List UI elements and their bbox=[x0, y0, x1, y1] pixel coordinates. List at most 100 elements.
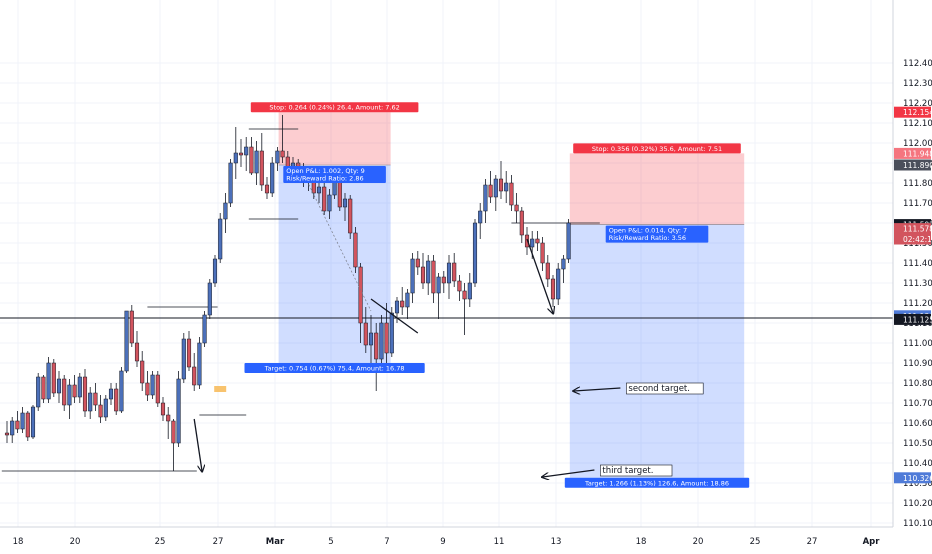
candle-body bbox=[270, 162, 275, 194]
candle-body bbox=[467, 282, 472, 300]
candle-body bbox=[212, 258, 218, 284]
y-tick-label: 110.600 bbox=[903, 419, 932, 429]
candle-body bbox=[415, 258, 420, 268]
price-tag-label: 112.154 bbox=[903, 108, 932, 117]
candle-body bbox=[160, 402, 166, 416]
candle-body bbox=[46, 362, 51, 400]
info-label-rr: Risk/Reward Ratio: 3.56 bbox=[609, 234, 686, 242]
candle-body bbox=[41, 376, 46, 400]
candle-body bbox=[556, 268, 561, 300]
candle-body bbox=[410, 258, 415, 294]
candle-body bbox=[93, 392, 98, 406]
candle-body bbox=[67, 384, 72, 406]
candle-body bbox=[472, 222, 478, 284]
candle-body bbox=[238, 152, 244, 156]
x-tick-label: 18 bbox=[13, 537, 24, 547]
candle-body bbox=[348, 198, 353, 234]
target-label-bg bbox=[564, 477, 750, 488]
horizontal-levels bbox=[0, 128, 893, 472]
x-tick-label: 25 bbox=[155, 537, 166, 547]
candle-body bbox=[436, 276, 441, 294]
text-annotations: second target. third target. bbox=[543, 382, 704, 477]
price-tag-bg bbox=[894, 159, 931, 171]
annotation-text: third target. bbox=[602, 466, 653, 476]
candle-body bbox=[374, 332, 379, 360]
info-label-bg bbox=[605, 225, 709, 243]
candle-body bbox=[478, 210, 483, 224]
candle-body bbox=[389, 312, 394, 354]
annotation-arrow bbox=[543, 469, 595, 477]
stop-zone bbox=[569, 153, 745, 225]
info-label-pnl: Open P&L: 1.002, Qty: 9 bbox=[286, 167, 364, 175]
candle-body bbox=[561, 258, 566, 270]
price-tag-label: 02:42:17 bbox=[903, 235, 932, 244]
y-tick-label: 112.100 bbox=[903, 119, 932, 129]
annotation-box bbox=[626, 382, 704, 395]
candle-body bbox=[176, 378, 181, 444]
candle-body bbox=[327, 194, 332, 212]
trend-drawings bbox=[193, 162, 553, 471]
candle-body bbox=[119, 370, 124, 412]
price-tag-bg bbox=[894, 223, 931, 235]
x-tick-label: 27 bbox=[213, 537, 224, 547]
candle-body bbox=[171, 420, 176, 444]
price-tag-bg bbox=[894, 106, 931, 118]
gridlines bbox=[0, 0, 893, 527]
y-tick-label: 111.700 bbox=[903, 199, 932, 209]
target-zone bbox=[569, 224, 745, 478]
candle-body bbox=[394, 300, 400, 314]
candle-body bbox=[202, 314, 207, 344]
time-axis[interactable]: 18 20 25 27 Mar 5 7 9 11 13 18 20 25 27 Apr bbox=[0, 526, 893, 547]
stop-label-bg bbox=[573, 143, 741, 154]
candle-body bbox=[228, 162, 233, 204]
target-label: Target: 1.266 (1.13%) 126.6, Amount: 18.… bbox=[584, 479, 729, 487]
y-tick-label: 111.200 bbox=[903, 299, 932, 309]
y-tick-label: 112.200 bbox=[903, 99, 932, 109]
annotation-box bbox=[600, 464, 673, 477]
target-label: Target: 0.754 (0.67%) 75.4, Amount: 16.7… bbox=[264, 365, 405, 373]
candle-body bbox=[30, 406, 36, 438]
annotation-arrow bbox=[574, 388, 621, 391]
candle-body bbox=[275, 150, 280, 164]
candlesticks bbox=[4, 115, 571, 471]
candle-body bbox=[20, 412, 25, 430]
x-tick-label: 20 bbox=[70, 537, 81, 547]
candle-body bbox=[155, 374, 160, 404]
candle-body bbox=[218, 218, 223, 260]
candle-body bbox=[56, 378, 62, 394]
candle-body bbox=[280, 150, 285, 158]
candle-body bbox=[514, 204, 519, 212]
y-tick-label: 112.300 bbox=[903, 79, 932, 89]
x-tick-label: 27 bbox=[807, 537, 818, 547]
candle-body bbox=[15, 420, 20, 430]
candle-body bbox=[504, 182, 509, 192]
candle-body bbox=[249, 146, 254, 174]
x-tick-label: Mar bbox=[266, 537, 285, 547]
price-tag-label: 111.578 bbox=[903, 225, 932, 234]
candle-body bbox=[150, 374, 155, 396]
x-tick-label: 7 bbox=[384, 537, 389, 547]
position-labels: Stop: 0.264 (0.24%) 26.4, Amount: 7.62 Ta… bbox=[244, 102, 750, 488]
candle-body bbox=[88, 392, 93, 412]
candle-body bbox=[498, 178, 504, 192]
price-tag-label: 111.125 bbox=[903, 315, 932, 324]
candle-body bbox=[316, 186, 322, 194]
x-tick-label: 11 bbox=[494, 537, 505, 547]
position-zones bbox=[278, 112, 745, 478]
candle-body bbox=[25, 412, 30, 438]
candle-body bbox=[540, 242, 545, 264]
price-axis[interactable]: 112.400 112.300 112.200 112.100 112.000111.9… bbox=[892, 0, 932, 550]
candle-body bbox=[524, 234, 530, 248]
candle-body bbox=[145, 382, 150, 396]
candle-body bbox=[420, 266, 426, 284]
candle-body bbox=[197, 342, 202, 386]
candle-body bbox=[244, 146, 249, 156]
entry-marker bbox=[214, 386, 227, 392]
candle-body bbox=[535, 238, 540, 244]
candle-body bbox=[322, 186, 327, 212]
y-tick-label: 110.400 bbox=[903, 459, 932, 469]
candle-body bbox=[207, 282, 212, 316]
candle-body bbox=[51, 362, 56, 394]
x-tick-label: 9 bbox=[440, 537, 445, 547]
